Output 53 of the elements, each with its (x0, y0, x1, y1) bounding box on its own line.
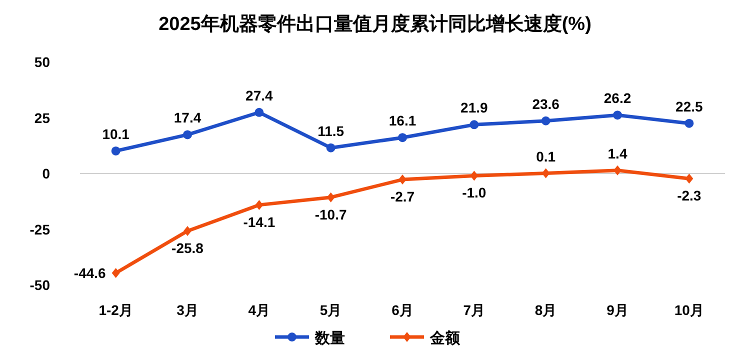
point (470, 170, 478, 181)
data-label: 1.4 (608, 145, 628, 162)
point (183, 130, 192, 140)
data-label: 23.6 (532, 96, 560, 112)
legend-label: 数量 (314, 330, 345, 347)
x-tick-label: 8月 (534, 302, 557, 318)
point (326, 192, 335, 202)
data-label: -44.6 (74, 264, 106, 281)
y-tick-label: 25 (34, 110, 50, 126)
data-label: 11.5 (318, 122, 344, 139)
data-label: 21.9 (460, 100, 488, 116)
point (326, 143, 336, 152)
data-label: 10.1 (102, 126, 130, 142)
data-label: -25.8 (172, 240, 204, 256)
data-label: -10.7 (314, 206, 347, 222)
y-tick-label: 0 (42, 166, 50, 182)
legend-label: 金额 (429, 329, 461, 347)
point (184, 226, 192, 236)
point (685, 174, 694, 184)
data-label: 22.5 (676, 98, 704, 114)
point (684, 118, 694, 128)
data-label: 17.4 (174, 110, 202, 126)
x-tick-label: 5月 (320, 302, 342, 318)
y-tick-label: -50 (30, 277, 50, 293)
x-tick-label: 9月 (606, 302, 628, 318)
point (470, 120, 479, 130)
point (542, 168, 550, 178)
data-label: -2.7 (390, 188, 415, 205)
point (541, 116, 550, 126)
x-tick-label: 10月 (674, 302, 704, 318)
y-tick-label: -25 (30, 221, 50, 238)
x-tick-label: 3月 (176, 302, 198, 318)
point (111, 146, 120, 156)
data-label: 27.4 (246, 87, 274, 104)
point (254, 108, 264, 117)
chart-title: 2025年机器零件出口量值月度累计同比增长速度(%) (158, 13, 592, 35)
y-tick-label: 50 (34, 54, 50, 70)
point (112, 268, 120, 278)
data-label: -1.0 (462, 184, 486, 201)
x-tick-label: 1-2月 (98, 302, 133, 318)
point (255, 200, 264, 210)
x-tick-label: 7月 (463, 302, 486, 318)
point (614, 165, 622, 176)
data-label: 0.1 (536, 148, 556, 164)
data-label: 26.2 (604, 90, 632, 106)
point (398, 174, 406, 185)
x-tick-label: 6月 (392, 302, 414, 318)
x-tick-label: 4月 (248, 302, 270, 318)
point (613, 110, 622, 120)
data-label: 16.1 (388, 112, 416, 129)
data-label: -2.3 (677, 188, 702, 204)
point (398, 133, 407, 142)
data-label: -14.1 (243, 214, 276, 230)
